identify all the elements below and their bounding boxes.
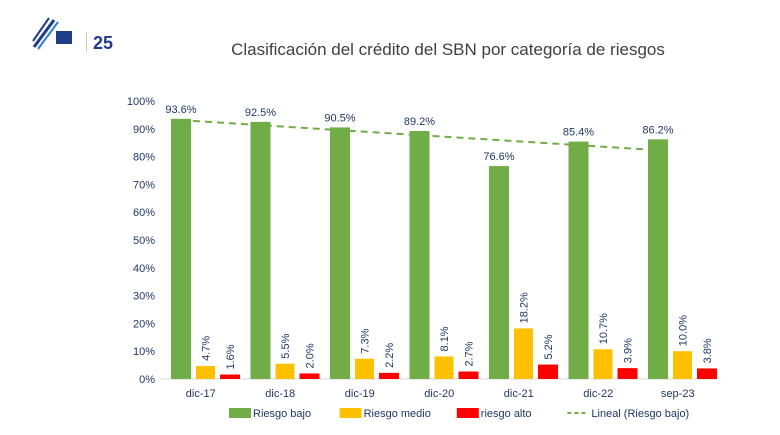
data-label: 86.2%	[642, 124, 673, 136]
bar-riesgo-alto	[538, 364, 558, 379]
y-tick-label: 90%	[133, 124, 155, 136]
data-label: 7.3%	[360, 328, 372, 353]
bar-riesgo-bajo	[171, 118, 191, 380]
bar-riesgo-alto	[220, 374, 240, 379]
data-label: 4.7%	[201, 336, 213, 361]
bar-riesgo-alto	[458, 371, 479, 379]
bar-riesgo-bajo	[648, 139, 668, 379]
bar-riesgo-medio	[355, 358, 374, 379]
y-tick-label: 60%	[133, 207, 155, 219]
y-tick-label: 40%	[133, 263, 155, 275]
data-label: 76.6%	[483, 151, 514, 163]
bar-riesgo-medio	[434, 356, 454, 379]
y-tick-label: 20%	[133, 318, 155, 330]
bar-riesgo-bajo	[250, 121, 271, 379]
data-label: 2.0%	[305, 343, 317, 368]
legend-item: Riesgo medio	[364, 408, 431, 420]
data-label: 10.0%	[678, 315, 690, 346]
bar-riesgo-medio	[196, 365, 215, 379]
x-tick-label: dic-17	[186, 388, 216, 400]
bar-riesgo-medio	[673, 351, 692, 379]
data-label: 10.7%	[598, 313, 610, 344]
bar-riesgo-bajo	[330, 127, 350, 379]
bar-riesgo-alto	[379, 372, 399, 379]
x-tick-label: sep-23	[661, 388, 695, 400]
bar-riesgo-bajo	[568, 141, 589, 379]
y-tick-label: 70%	[133, 179, 155, 191]
svg-text:25: 25	[93, 33, 113, 53]
y-tick-label: 10%	[133, 346, 155, 358]
x-tick-label: dic-19	[345, 388, 375, 400]
logo: 25	[32, 17, 113, 53]
data-label: 2.7%	[464, 341, 476, 366]
bar-riesgo-alto	[697, 368, 717, 379]
x-tick-label: dic-20	[424, 388, 454, 400]
y-tick-label: 30%	[133, 291, 155, 303]
legend-swatch	[456, 408, 479, 418]
data-label: 8.1%	[439, 326, 451, 351]
chart-title: Clasificación del crédito del SBN por ca…	[231, 40, 665, 59]
y-tick-label: 0%	[139, 374, 155, 386]
legend-item: riesgo alto	[481, 408, 532, 420]
x-tick-label: dic-18	[265, 388, 295, 400]
data-label: 89.2%	[404, 116, 435, 128]
data-label: 85.4%	[563, 127, 594, 139]
bar-riesgo-medio	[275, 363, 295, 379]
data-label: 1.6%	[225, 344, 237, 369]
legend-item: Lineal (Riesgo bajo)	[591, 408, 689, 420]
trendline	[180, 119, 659, 152]
trendline-arrow-icon	[656, 146, 662, 155]
x-tick-label: dic-21	[504, 388, 534, 400]
data-label: 92.5%	[245, 107, 276, 119]
y-tick-label: 100%	[127, 96, 155, 108]
bar-riesgo-bajo	[409, 131, 430, 379]
bar-riesgo-medio	[514, 328, 533, 379]
data-label: 3.9%	[623, 338, 635, 363]
bar-riesgo-medio	[593, 349, 613, 379]
data-label: 93.6%	[165, 104, 196, 116]
legend-item: Riesgo bajo	[253, 408, 311, 420]
data-label: 5.2%	[543, 334, 555, 359]
data-label: 90.5%	[324, 112, 355, 124]
data-label: 18.2%	[519, 292, 531, 323]
y-tick-label: 50%	[133, 235, 155, 247]
bar-riesgo-bajo	[489, 166, 509, 379]
bar-riesgo-alto	[617, 368, 638, 379]
legend-swatch	[339, 408, 362, 418]
legend-swatch	[229, 408, 251, 418]
data-label: 5.5%	[280, 333, 292, 358]
y-tick-label: 80%	[133, 152, 155, 164]
x-tick-label: dic-22	[583, 388, 613, 400]
data-label: 2.2%	[384, 343, 396, 368]
data-label: 3.8%	[702, 338, 714, 363]
bar-riesgo-alto	[299, 373, 320, 379]
